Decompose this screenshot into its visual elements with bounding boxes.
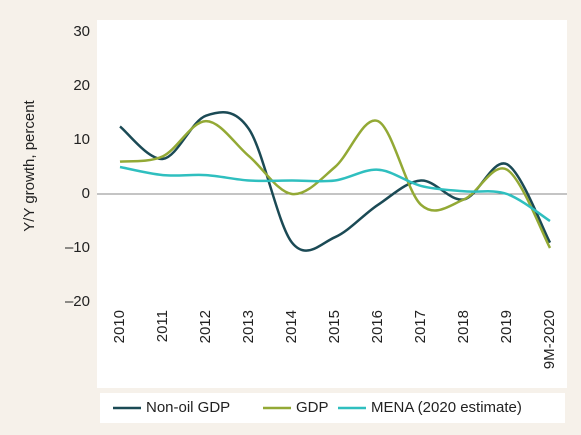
x-tick-label: 2010 — [111, 310, 128, 343]
legend-box — [100, 393, 565, 423]
x-tick-label: 2019 — [498, 310, 515, 343]
y-tick-label: –20 — [65, 293, 90, 310]
series-line — [119, 165, 551, 223]
x-tick-label: 2013 — [240, 310, 257, 343]
x-tick-label: 2018 — [455, 310, 472, 343]
y-tick-label: –10 — [65, 239, 90, 256]
legend-label: GDP — [296, 399, 329, 416]
y-tick-label: 30 — [73, 23, 90, 40]
y-tick-label: 10 — [73, 131, 90, 148]
legend-label: MENA (2020 estimate) — [371, 399, 522, 416]
x-tick-label: 9M-2020 — [541, 310, 558, 369]
plot-panel — [97, 20, 567, 388]
x-tick-label: 2014 — [283, 310, 300, 343]
x-tick-label: 2016 — [369, 310, 386, 343]
x-tick-label: 2017 — [412, 310, 429, 343]
y-axis-label: Y/Y growth, percent — [21, 99, 38, 231]
x-tick-label: 2015 — [326, 310, 343, 343]
x-tick-label: 2012 — [197, 310, 214, 343]
x-tick-label: 2011 — [154, 310, 171, 342]
y-tick-label: 0 — [82, 185, 90, 202]
legend-label: Non-oil GDP — [146, 399, 230, 416]
y-tick-label: 20 — [73, 77, 90, 94]
series-line — [119, 119, 552, 249]
